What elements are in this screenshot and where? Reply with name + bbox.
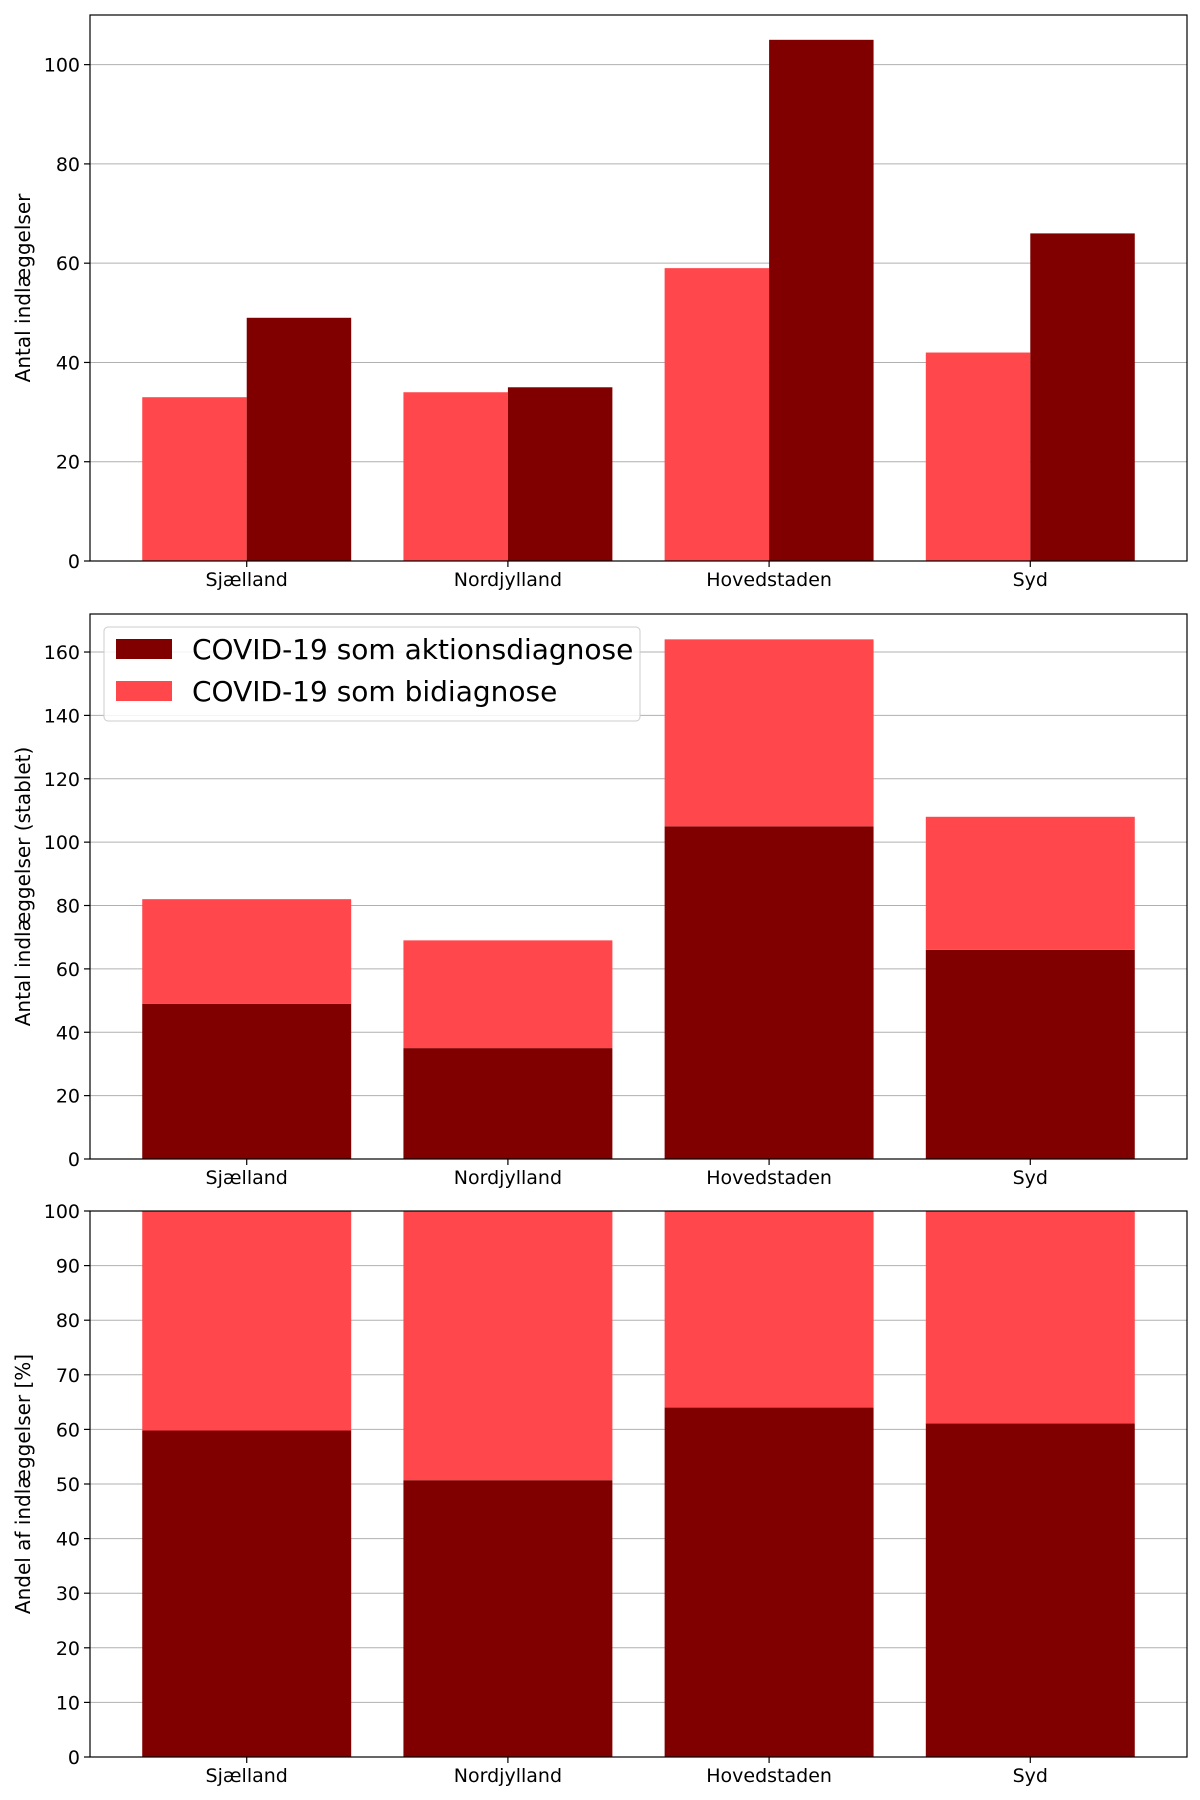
x-tick-label: Syd (1013, 1167, 1048, 1189)
y-axis-label: Antal indlæggelser (stablet) (11, 747, 35, 1027)
bar-syd-s1 (925, 1423, 1135, 1757)
y-tick-label: 0 (68, 551, 80, 573)
y-tick-label: 10 (56, 1692, 80, 1714)
bar-nordjylland-s1 (403, 392, 508, 561)
bar-sjælland-s1 (142, 397, 247, 561)
y-tick-label: 80 (56, 154, 80, 176)
x-tick-label: Syd (1013, 1765, 1048, 1787)
x-tick-label: Sjælland (206, 1765, 288, 1787)
bars (142, 639, 1135, 1159)
bar-hovedstaden-s1 (664, 1407, 874, 1757)
legend: COVID-19 som aktionsdiagnose COVID-19 som… (103, 626, 641, 722)
legend-swatch (116, 681, 172, 701)
y-tick-label: 40 (56, 352, 80, 374)
y-tick-label: 60 (56, 959, 80, 981)
y-tick-label: 80 (56, 1310, 80, 1332)
x-tick-label: Sjælland (206, 1167, 288, 1189)
y-axis-label: Antal indlæggelser (11, 193, 35, 382)
y-tick-label: 20 (56, 1638, 80, 1660)
x-tick-label: Hovedstaden (706, 1765, 832, 1787)
bar-sjælland-s1 (142, 1430, 352, 1757)
plot-frame (89, 613, 1188, 1160)
plot-frame (89, 14, 1188, 562)
y-tick-label: 100 (44, 832, 80, 854)
bar-syd-s2 (1030, 233, 1135, 561)
y-tick-label: 90 (56, 1256, 80, 1278)
legend-label: COVID-19 som aktionsdiagnose (192, 633, 633, 666)
bar-sjælland-s2 (142, 899, 352, 1004)
bar-hovedstaden-s2 (769, 39, 874, 562)
y-tick-label: 60 (56, 253, 80, 275)
y-tick-label: 140 (44, 705, 80, 727)
bar-nordjylland-s2 (507, 387, 613, 561)
bar-hovedstaden-s1 (664, 268, 770, 561)
bar-sjælland-s2 (246, 317, 352, 561)
y-tick-label: 40 (56, 1529, 80, 1551)
bar-sjælland-s2 (142, 1211, 352, 1431)
y-tick-label: 60 (56, 1419, 80, 1441)
y-tick-label: 20 (56, 452, 80, 474)
bar-syd-s2 (925, 816, 1135, 950)
x-tick-label: Syd (1013, 569, 1048, 591)
y-tick-label: 0 (68, 1747, 80, 1769)
bar-nordjylland-s2 (403, 1211, 613, 1481)
bar-syd-s2 (925, 1211, 1135, 1424)
y-tick-label: 160 (44, 642, 80, 664)
bar-syd-s1 (925, 352, 1031, 561)
y-tick-label: 100 (44, 55, 80, 77)
legend-box (103, 626, 641, 722)
y-tick-label: 120 (44, 769, 80, 791)
bar-hovedstaden-s2 (664, 1211, 874, 1408)
x-tick-label: Nordjylland (454, 569, 562, 591)
bar-nordjylland-s1 (403, 1480, 613, 1757)
y-tick-label: 40 (56, 1022, 80, 1044)
y-tick-label: 0 (68, 1149, 80, 1171)
bar-hovedstaden-s2 (664, 639, 874, 827)
bar-hovedstaden-s1 (664, 826, 874, 1159)
bars (142, 39, 1135, 562)
x-tick-label: Sjælland (206, 569, 288, 591)
y-tick-label: 20 (56, 1086, 80, 1108)
y-tick-label: 80 (56, 896, 80, 918)
bar-sjælland-s1 (142, 1003, 352, 1159)
chart-panel-3: 0 10 20 30 40 50 60 70 80 90 100 Sjælland Nordjyllan… (11, 1201, 1188, 1787)
legend-label: COVID-19 som bidiagnose (192, 675, 557, 708)
y-tick-label: 100 (44, 1201, 80, 1223)
chart-panel-2: 0 20 40 60 80 100 120 140 160 Sjælland Nordjylland… (11, 613, 1188, 1189)
y-tick-label: 70 (56, 1365, 80, 1387)
y-axis-label: Andel af indlæggelser [%] (11, 1354, 35, 1614)
x-tick-label: Nordjylland (454, 1167, 562, 1189)
bar-syd-s1 (925, 949, 1135, 1159)
x-tick-label: Nordjylland (454, 1765, 562, 1787)
bars (142, 1211, 1135, 1757)
x-tick-label: Hovedstaden (706, 1167, 832, 1189)
bar-nordjylland-s2 (403, 940, 613, 1049)
y-tick-label: 50 (56, 1474, 80, 1496)
bar-nordjylland-s1 (403, 1048, 613, 1159)
legend-swatch (116, 639, 172, 659)
y-tick-label: 30 (56, 1583, 80, 1605)
x-tick-label: Hovedstaden (706, 569, 832, 591)
chart-panel-1: 0 20 40 60 80 100 Sjælland Nordjylland Hovedstad… (11, 14, 1188, 591)
